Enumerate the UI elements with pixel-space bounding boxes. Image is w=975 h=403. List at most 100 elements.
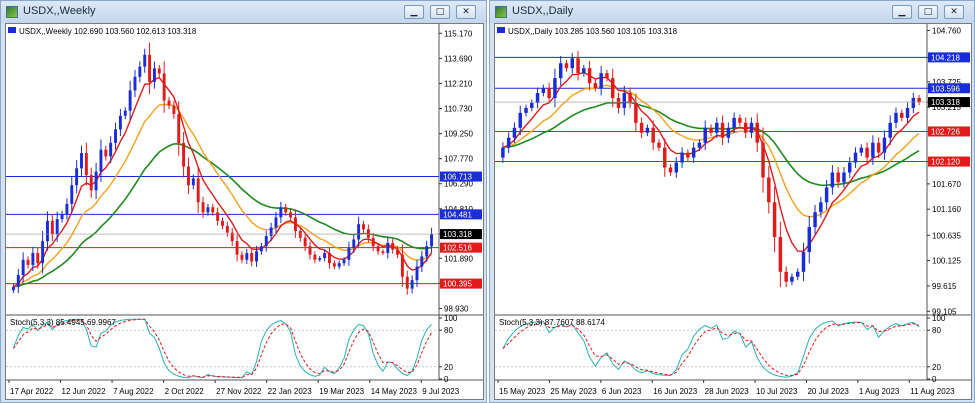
candle-body: [819, 202, 823, 213]
chart-info-line: USDX,,Weekly 102.690 103.560 102.613 103…: [19, 27, 197, 36]
candle-body: [133, 76, 137, 91]
time-tick-label: 9 Jul 2023: [422, 387, 459, 396]
candle-body: [279, 207, 283, 218]
candle-body: [616, 98, 621, 108]
candle-body: [639, 122, 644, 133]
stoch-tick-label: 0: [444, 375, 449, 384]
candle-body: [55, 219, 59, 235]
level-label-bg: [440, 171, 482, 182]
price-tick-label: 113.690: [444, 54, 473, 63]
candle-body: [865, 147, 869, 158]
level-label: 103.596: [931, 84, 960, 93]
maximize-button[interactable]: □: [430, 5, 450, 19]
candle-body: [46, 220, 49, 242]
ma-slow-line: [13, 142, 432, 288]
price-tick-label: 99.105: [932, 307, 957, 316]
daily-window-title: USDX,,Daily: [512, 5, 574, 17]
candle-body: [332, 263, 336, 267]
close-button[interactable]: ✕: [456, 5, 476, 19]
candle-body: [657, 142, 661, 148]
candle-body: [70, 185, 74, 204]
candle-body: [148, 54, 152, 82]
candle-body: [697, 142, 702, 148]
candle-body: [749, 122, 754, 133]
price-tick-label: 100.125: [932, 257, 961, 266]
candle-body: [362, 224, 365, 230]
minimize-button[interactable]: ▁: [892, 5, 912, 19]
time-tick-label: 14 May 2023: [371, 387, 418, 396]
candle-body: [230, 232, 234, 242]
candle-body: [303, 237, 307, 247]
daily-title-bar[interactable]: USDX,,Daily ▁ □ ✕: [490, 1, 974, 23]
candle-body: [795, 271, 800, 277]
candle-body: [726, 127, 731, 138]
price-tick-label: 112.210: [444, 79, 473, 88]
candle-body: [703, 127, 707, 143]
candle-body: [911, 98, 916, 108]
level-label: 106.713: [443, 173, 472, 182]
candle-body: [31, 253, 35, 265]
stoch-label: Stoch(5,3,3) 85.4945 69.9967: [10, 318, 116, 327]
close-button[interactable]: ✕: [944, 5, 964, 19]
stoch-main-line: [12, 318, 432, 379]
weekly-chart-window[interactable]: USDX,,Weekly ▁ □ ✕ 115.170 113.690 112.210…: [0, 0, 487, 403]
candle-body: [182, 142, 186, 167]
weekly-chart-svg[interactable]: 115.170 113.690 112.210 110.730 109.250 107.7…: [6, 24, 483, 399]
price-tick-label: 106.290: [444, 180, 473, 189]
candle-body: [128, 90, 132, 111]
candle-body: [848, 162, 852, 173]
candle-body: [104, 149, 108, 157]
candle-body: [405, 276, 409, 289]
candle-body: [900, 112, 904, 118]
candle-body: [541, 88, 546, 94]
level-label: 102.726: [931, 127, 960, 136]
time-tick-label: 10 Jul 2023: [756, 387, 798, 396]
candle-body: [917, 98, 921, 103]
price-tick-label: 103.725: [932, 78, 961, 87]
candle-body: [558, 63, 563, 79]
candle-body: [743, 122, 748, 133]
stoch-signal-line: [502, 321, 920, 377]
candle-body: [36, 253, 40, 264]
candle-body: [686, 152, 690, 158]
candle-body: [610, 78, 615, 98]
ma-mid-line: [502, 84, 920, 218]
minimize-button[interactable]: ▁: [404, 5, 424, 19]
price-tick-label: 109.250: [444, 130, 473, 139]
maximize-icon: □: [435, 7, 445, 17]
stoch-tick-label: 80: [932, 326, 941, 335]
current-price-label: 103.318: [443, 230, 472, 239]
candle-body: [396, 249, 399, 255]
weekly-title-bar[interactable]: USDX,,Weekly ▁ □ ✕: [1, 1, 486, 23]
candle-body: [376, 246, 380, 252]
candle-body: [187, 166, 190, 186]
candle-body: [420, 256, 424, 267]
candle-body: [366, 229, 370, 238]
maximize-button[interactable]: □: [918, 5, 938, 19]
time-tick-label: 19 Mar 2023: [319, 387, 364, 396]
daily-chart-window[interactable]: USDX,,Daily ▁ □ ✕ 104.760104.218103.7251…: [489, 0, 975, 403]
candle-body: [715, 122, 719, 133]
candle-body: [94, 171, 98, 191]
chart-info-line: USDX,,Daily 103.285 103.560 103.105 103.…: [508, 27, 678, 36]
weekly-plot-area[interactable]: 115.170 113.690 112.210 110.730 109.250 107.7…: [5, 23, 484, 400]
price-tick-label: 104.760: [932, 26, 961, 35]
candle-body: [807, 227, 812, 252]
level-label-bg: [928, 52, 970, 63]
candle-body: [352, 239, 356, 248]
candle-body: [269, 227, 273, 237]
price-tick-label: 103.215: [932, 103, 961, 112]
candle-body: [289, 212, 293, 218]
candle-body: [415, 266, 419, 281]
stoch-tick-label: 20: [444, 363, 453, 372]
candle-body: [518, 112, 522, 128]
candle-body: [75, 168, 79, 186]
candle-body: [645, 127, 650, 133]
candle-body: [342, 259, 346, 264]
time-tick-label: 6 Jun 2023: [602, 387, 642, 396]
level-label: 100.395: [443, 280, 472, 289]
candle-body: [16, 275, 20, 287]
info-marker-icon: [497, 27, 505, 33]
